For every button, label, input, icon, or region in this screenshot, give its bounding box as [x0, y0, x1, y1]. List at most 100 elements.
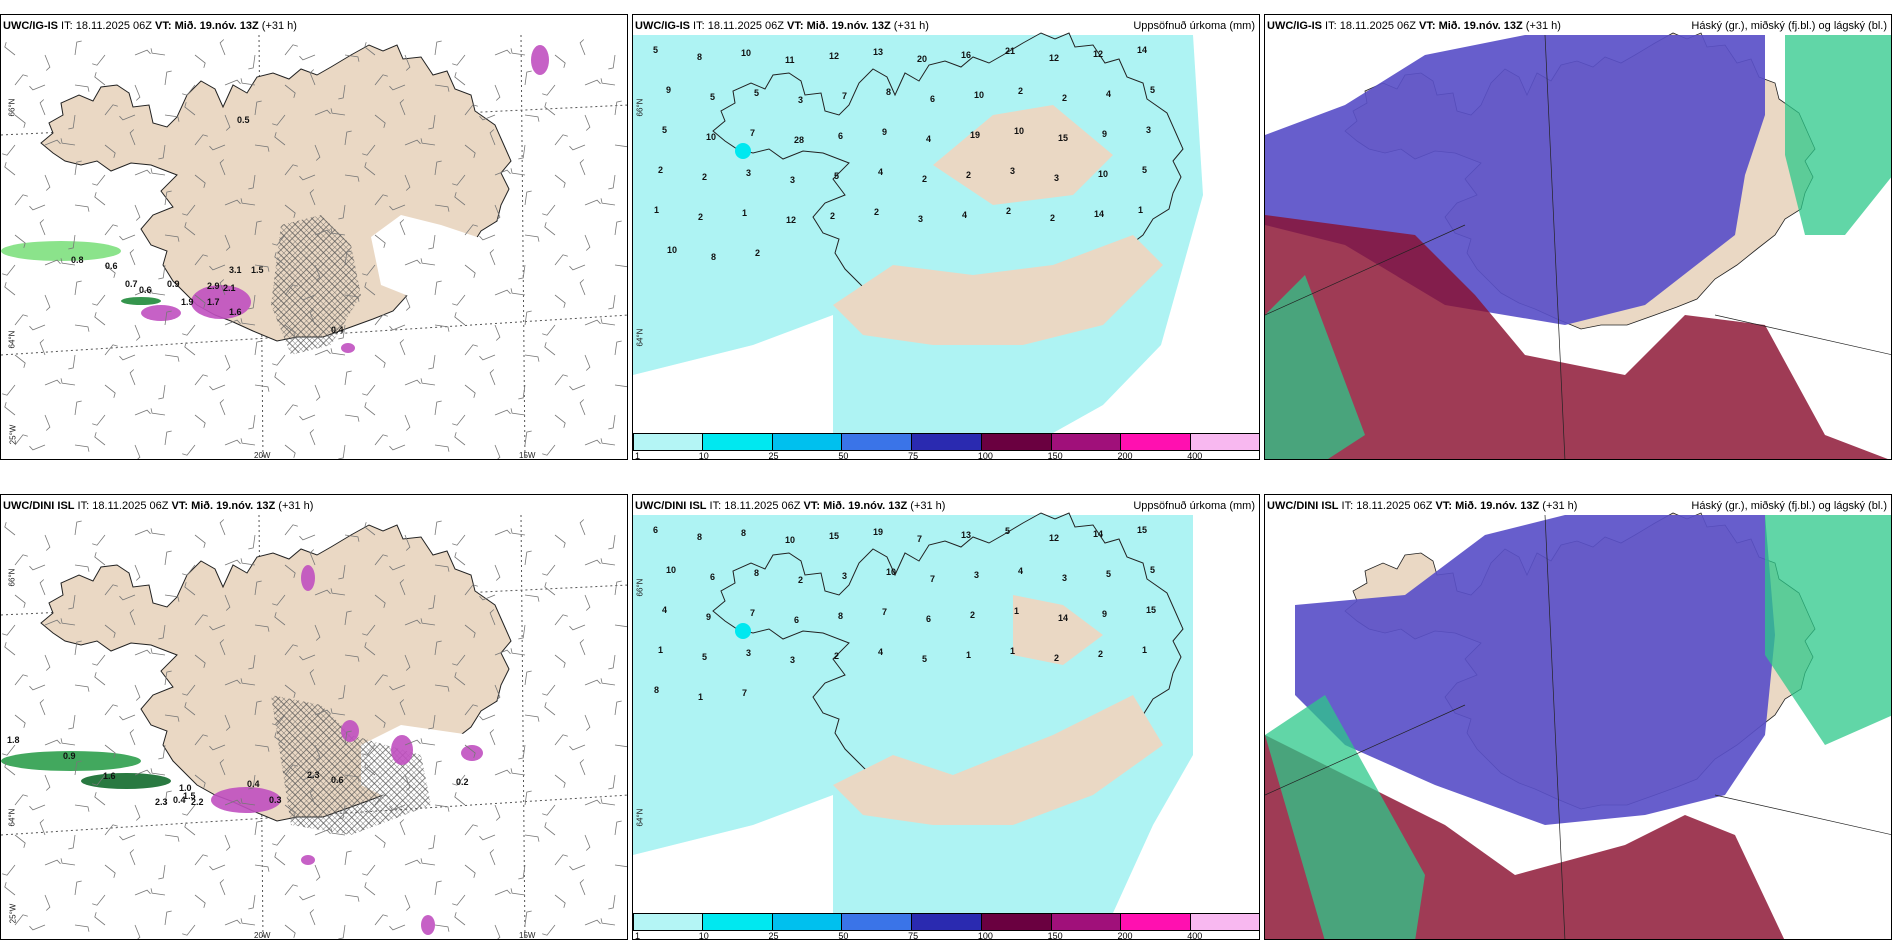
- wind-barb: [94, 192, 106, 206]
- precip-label: 8: [711, 252, 717, 262]
- wind-barb: [614, 264, 627, 268]
- precip-label: 14: [1058, 613, 1069, 623]
- precip-blob: [1, 751, 141, 771]
- wind-barb: [542, 684, 556, 696]
- wind-barb: [94, 72, 106, 86]
- wind-barb: [434, 204, 450, 212]
- wind-barb: [224, 199, 241, 206]
- wind-barb: [614, 100, 622, 116]
- wind-barb: [194, 134, 208, 146]
- precip-label: 3: [1146, 125, 1152, 135]
- wind-barb: [614, 820, 622, 836]
- wind-barb: [104, 704, 118, 716]
- wind-barb: [164, 550, 172, 566]
- wind-barb: [389, 684, 406, 691]
- wind-barb: [608, 54, 616, 70]
- wind-barb: [150, 528, 166, 536]
- wind-barb: [94, 792, 106, 806]
- wind-barb: [44, 619, 61, 626]
- precip-label: 6: [653, 525, 659, 535]
- precip-label: 8: [838, 611, 844, 621]
- precip-label: 6: [838, 131, 844, 141]
- wind-barb: [344, 894, 360, 902]
- precip-label: 8: [697, 52, 703, 62]
- precip-label: 15: [1146, 605, 1157, 615]
- wind-barb: [164, 670, 172, 686]
- wind-barb: [614, 384, 627, 388]
- wind-barb: [254, 100, 262, 116]
- lat-label-66: 66°N: [7, 568, 17, 587]
- precip-blob: [141, 305, 181, 321]
- wind-barb: [404, 259, 421, 266]
- wind-barb: [184, 702, 196, 716]
- wind-barb: [374, 794, 388, 806]
- wind-barb: [184, 822, 196, 836]
- wind-barb: [344, 610, 352, 626]
- wind-barb: [362, 264, 376, 276]
- wind-barb: [224, 234, 231, 251]
- wind-barb: [39, 99, 46, 116]
- precip-label: 2: [702, 172, 708, 182]
- precip-colorbar: 1 10 25 50 75 100 150 200 400: [633, 433, 1259, 459]
- wind-barb: [434, 84, 450, 92]
- wind-barb: [2, 144, 16, 156]
- high-cloud-area: [1295, 515, 1775, 825]
- wind-barb: [74, 204, 90, 212]
- wind-barb: [314, 109, 331, 116]
- wind-barb: [74, 160, 82, 176]
- colorbar-swatch: [912, 433, 982, 451]
- wind-barb: [464, 384, 476, 398]
- wind-barb: [554, 854, 568, 866]
- wind-barb: [92, 414, 106, 426]
- wind-barb: [14, 554, 28, 566]
- wind-barb: [194, 734, 208, 746]
- wind-barb: [579, 399, 586, 416]
- wind-barb: [134, 564, 141, 581]
- wind-barb: [600, 198, 616, 206]
- wind-barb: [92, 774, 106, 786]
- precip-label: 1: [654, 205, 660, 215]
- wind-barb: [182, 924, 196, 936]
- wind-barb: [464, 624, 476, 638]
- wind-barb: [494, 84, 501, 101]
- wind-barb: [374, 234, 386, 248]
- wind-barb: [344, 730, 352, 746]
- wind-barb: [314, 709, 331, 716]
- wind-barb: [524, 190, 532, 206]
- snow-depth-label: 2.2: [191, 797, 204, 807]
- wind-barb: [219, 399, 226, 416]
- wind-barb: [544, 702, 556, 716]
- wind-barb: [314, 589, 331, 596]
- wind-barb: [194, 854, 208, 866]
- wind-barb: [600, 438, 616, 446]
- wind-barb: [464, 224, 478, 236]
- precip-label: 1: [698, 692, 704, 702]
- wind-barb: [119, 594, 136, 601]
- wind-barb: [309, 189, 316, 206]
- wind-barb: [389, 564, 406, 571]
- wind-barb: [494, 529, 511, 536]
- wind-barb: [434, 924, 450, 932]
- wind-barb: [284, 164, 298, 176]
- wind-barb: [4, 162, 16, 176]
- wind-barb: [338, 444, 346, 459]
- wind-barb: [134, 924, 141, 939]
- wind-barb: [248, 774, 256, 790]
- panel-title: UWC/DINI ISL IT: 18.11.2025 06Z VT: Mið.…: [3, 500, 314, 512]
- precip-label: 4: [926, 134, 932, 144]
- wind-barb: [2, 864, 16, 876]
- wind-barb: [150, 648, 166, 656]
- snow-depth-label: 1.8: [7, 735, 20, 745]
- precip-label: 5: [710, 92, 716, 102]
- wind-barb: [524, 550, 532, 566]
- wind-barb: [584, 439, 601, 446]
- wind-barb: [14, 594, 26, 608]
- precip-label: 3: [1010, 166, 1016, 176]
- wind-barb: [248, 54, 256, 70]
- wind-barb: [299, 174, 316, 181]
- wind-barb: [510, 768, 526, 776]
- precip-label: 10: [785, 535, 796, 545]
- wind-barb: [224, 799, 241, 806]
- heavy-precip-spot: [735, 623, 751, 639]
- wind-barb: [272, 234, 286, 246]
